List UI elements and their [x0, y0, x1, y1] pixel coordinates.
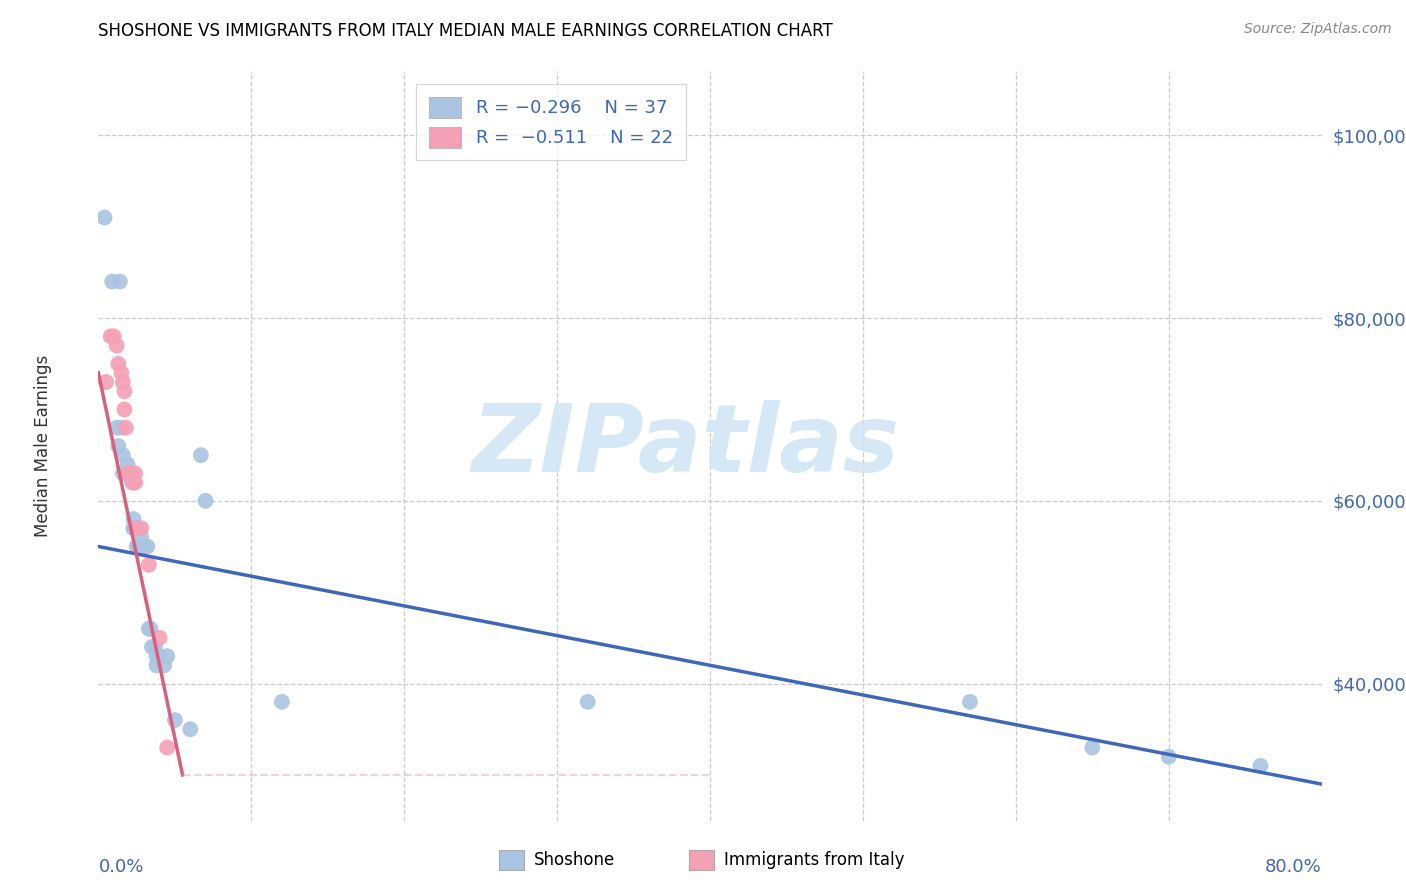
Point: [163, 713, 186, 727]
Point: [108, 275, 131, 289]
Point: [125, 521, 148, 535]
Text: Shoshone: Shoshone: [534, 851, 616, 869]
Point: [122, 521, 145, 535]
Point: [129, 530, 152, 544]
Point: [156, 740, 179, 755]
Point: [118, 467, 141, 481]
Text: Immigrants from Italy: Immigrants from Italy: [724, 851, 904, 869]
Text: SHOSHONE VS IMMIGRANTS FROM ITALY MEDIAN MALE EARNINGS CORRELATION CHART: SHOSHONE VS IMMIGRANTS FROM ITALY MEDIAN…: [98, 22, 834, 40]
Point: [124, 467, 146, 481]
Point: [145, 658, 167, 673]
Point: [127, 540, 149, 554]
Point: [100, 329, 122, 343]
Point: [124, 475, 146, 490]
Point: [576, 695, 599, 709]
Point: [139, 622, 162, 636]
Point: [122, 521, 145, 535]
Point: [101, 275, 124, 289]
Point: [134, 540, 156, 554]
Point: [1249, 759, 1271, 773]
Point: [156, 649, 179, 664]
Point: [107, 439, 129, 453]
Point: [270, 695, 292, 709]
Point: [121, 467, 143, 481]
Point: [110, 421, 132, 435]
Point: [959, 695, 981, 709]
Point: [138, 558, 160, 572]
Point: [190, 448, 212, 462]
Point: [145, 649, 167, 664]
Point: [149, 631, 172, 645]
Text: 0.0%: 0.0%: [98, 858, 143, 876]
Point: [1081, 740, 1104, 755]
Point: [149, 649, 172, 664]
Point: [120, 467, 142, 481]
Point: [129, 521, 152, 535]
Point: [136, 540, 159, 554]
Point: [103, 329, 125, 343]
Point: [143, 640, 166, 654]
Point: [153, 658, 176, 673]
Text: 80.0%: 80.0%: [1265, 858, 1322, 876]
Point: [1157, 749, 1180, 764]
Point: [115, 421, 138, 435]
Point: [94, 375, 117, 389]
Point: [112, 384, 135, 399]
Point: [93, 211, 115, 225]
Point: [125, 540, 148, 554]
Text: ZIPatlas: ZIPatlas: [471, 400, 900, 492]
Point: [107, 357, 129, 371]
Point: [111, 375, 134, 389]
Legend: R = −0.296    N = 37, R =  −0.511    N = 22: R = −0.296 N = 37, R = −0.511 N = 22: [416, 84, 686, 161]
Point: [111, 467, 134, 481]
Point: [122, 512, 145, 526]
Text: Source: ZipAtlas.com: Source: ZipAtlas.com: [1244, 22, 1392, 37]
Point: [112, 402, 135, 417]
Point: [194, 493, 217, 508]
Point: [105, 421, 128, 435]
Point: [128, 540, 150, 554]
Point: [138, 622, 160, 636]
Point: [117, 467, 139, 481]
Point: [118, 467, 141, 481]
Point: [141, 640, 163, 654]
Point: [110, 366, 132, 380]
Point: [105, 338, 128, 352]
Point: [115, 467, 138, 481]
Point: [117, 457, 139, 471]
Point: [121, 475, 143, 490]
Point: [120, 467, 142, 481]
Point: [179, 723, 201, 737]
Text: Median Male Earnings: Median Male Earnings: [34, 355, 52, 537]
Point: [122, 475, 145, 490]
Point: [111, 448, 134, 462]
